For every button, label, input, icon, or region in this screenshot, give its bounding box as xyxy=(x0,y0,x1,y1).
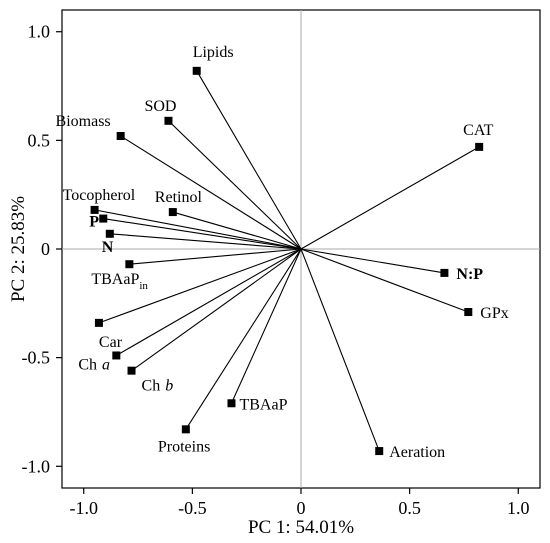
vector-label-text: TBAaP xyxy=(91,271,139,288)
loading-vector-line xyxy=(230,248,302,404)
loading-vector-line xyxy=(129,248,302,265)
y-tick-label: -0.5 xyxy=(22,348,51,368)
loading-point-marker xyxy=(168,208,177,217)
loading-vector-line xyxy=(116,248,302,356)
x-tick-label: -0.5 xyxy=(178,498,207,518)
loading-point-marker xyxy=(99,214,108,223)
vector-label: Ch b xyxy=(142,378,174,395)
loading-vector-line xyxy=(109,233,302,250)
vector-label-italic: a xyxy=(102,356,110,373)
loading-vector-line xyxy=(300,248,445,274)
vector-label-text: Ch xyxy=(142,378,161,395)
vector-label-subscript: in xyxy=(139,280,148,292)
loading-point-marker xyxy=(125,260,134,269)
vector-label: Ch a xyxy=(78,356,110,373)
loading-vectors: Lipids SOD Biomass CAT Tocopherol Retinol PN TB… xyxy=(56,44,509,461)
vector-label: Retinol xyxy=(155,189,203,206)
loading-point-marker xyxy=(375,447,384,456)
loading-point-marker xyxy=(464,308,473,317)
vector-label: SOD xyxy=(144,98,176,115)
x-tick-label: 1.0 xyxy=(507,498,530,518)
vector-label-text: TBAaP xyxy=(239,396,287,413)
vector-label-text: Ch xyxy=(78,356,97,373)
loading-vector-line xyxy=(120,135,302,250)
vector-label: TBAaPin xyxy=(91,271,148,292)
x-axis-title: PC 1: 54.01% xyxy=(248,517,354,538)
vector-label: TBAaP xyxy=(239,396,287,413)
vector-label: Tocopherol xyxy=(63,187,136,204)
vector-label: Proteins xyxy=(158,438,210,455)
loading-point-marker xyxy=(94,318,103,327)
vector-label-text: N:P xyxy=(456,266,483,283)
y-tick-label: 0 xyxy=(41,239,50,259)
vector-label: Aeration xyxy=(389,444,445,461)
vector-label: N:P xyxy=(456,266,483,283)
loading-vector-line xyxy=(196,70,302,250)
vector-label: GPx xyxy=(480,305,508,322)
loading-point-marker xyxy=(90,205,99,214)
x-tick-label: -1.0 xyxy=(69,498,98,518)
vector-label-text: GPx xyxy=(480,305,508,322)
y-tick-label: 1.0 xyxy=(28,22,51,42)
vector-label: Biomass xyxy=(56,113,111,130)
vector-label-text: Tocopherol xyxy=(63,187,136,204)
loading-vector-line xyxy=(185,248,302,430)
y-tick-label: 0.5 xyxy=(28,130,51,150)
vector-label-text: P xyxy=(89,214,99,231)
loading-vector-line xyxy=(103,218,302,250)
vector-label-text: Proteins xyxy=(158,438,210,455)
loading-vector-line xyxy=(94,209,302,250)
vector-label: Lipids xyxy=(193,44,234,61)
vector-label-text: Car xyxy=(99,334,123,351)
vector-label-italic: b xyxy=(165,378,173,395)
x-tick-label: 0 xyxy=(297,498,306,518)
x-tick-label: 0.5 xyxy=(398,498,421,518)
loading-point-marker xyxy=(227,399,236,408)
loading-point-marker xyxy=(164,116,173,125)
vector-label-text: Aeration xyxy=(389,444,445,461)
loading-vector-line xyxy=(300,248,469,313)
loading-point-marker xyxy=(116,132,125,141)
loading-point-marker xyxy=(440,268,449,277)
vector-label-text: Lipids xyxy=(193,44,234,61)
vector-label: CAT xyxy=(463,122,493,139)
loading-point-marker xyxy=(192,66,201,75)
loading-vector-line xyxy=(98,248,302,324)
loading-vector-line xyxy=(131,248,302,372)
y-tick-label: -1.0 xyxy=(22,456,51,476)
vector-label-text: Retinol xyxy=(155,189,203,206)
vector-label-text: Biomass xyxy=(56,113,111,130)
loading-point-marker xyxy=(127,366,136,375)
loading-vector-line xyxy=(300,146,480,250)
vector-label: Car xyxy=(99,334,123,351)
loading-vector-line xyxy=(168,120,302,250)
loading-vector-line xyxy=(300,248,380,452)
vector-label: N xyxy=(102,239,114,256)
vector-label-text: SOD xyxy=(144,98,176,115)
loading-point-marker xyxy=(105,229,114,238)
loading-vector-line xyxy=(172,211,302,250)
vector-label: P xyxy=(89,214,99,231)
vector-label-text: N xyxy=(102,239,114,256)
loading-point-marker xyxy=(181,425,190,434)
loading-point-marker xyxy=(475,142,484,151)
y-axis-title: PC 2: 25.83% xyxy=(8,196,29,302)
axis-ticks: -1.0 -0.5 0 0.5 1.0 1.0 0.5 0 -0.5 -1.0 xyxy=(22,22,530,518)
loading-point-marker xyxy=(112,351,121,360)
vector-label-text: CAT xyxy=(463,122,493,139)
